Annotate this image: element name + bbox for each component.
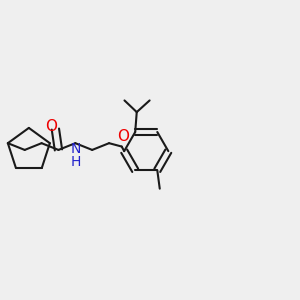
Text: O: O	[117, 129, 129, 144]
Text: O: O	[45, 119, 57, 134]
Text: N
H: N H	[71, 142, 81, 169]
